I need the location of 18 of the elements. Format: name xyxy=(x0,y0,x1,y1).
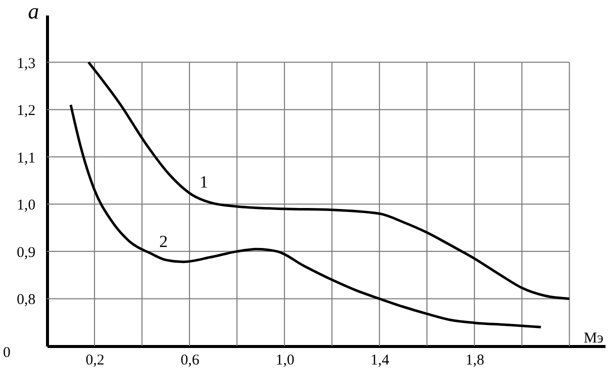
series-label: 1 xyxy=(200,172,208,192)
x-tick-label: 1,4 xyxy=(370,352,390,368)
x-tick-label: 1,0 xyxy=(276,352,294,368)
x-axis-title: Мэ xyxy=(584,330,604,346)
y-tick-label: 1,0 xyxy=(16,198,36,214)
line-series xyxy=(87,61,571,300)
y-tick-label: 0,8 xyxy=(16,292,36,308)
y-tick-label: 1,2 xyxy=(16,103,36,120)
x-tick-label: 0,2 xyxy=(86,352,104,368)
x-tick-label: 0,6 xyxy=(180,352,200,368)
text: 0 xyxy=(3,345,10,361)
line-series xyxy=(69,104,542,328)
y-tick-label: 1,1 xyxy=(16,150,36,166)
y-tick-label: 0,9 xyxy=(16,244,36,261)
x-tick-label: 1,8 xyxy=(466,352,484,368)
y-axis-title: a xyxy=(28,0,39,24)
y-tick-label: 1,3 xyxy=(16,56,36,72)
series-label: 2 xyxy=(159,232,168,251)
